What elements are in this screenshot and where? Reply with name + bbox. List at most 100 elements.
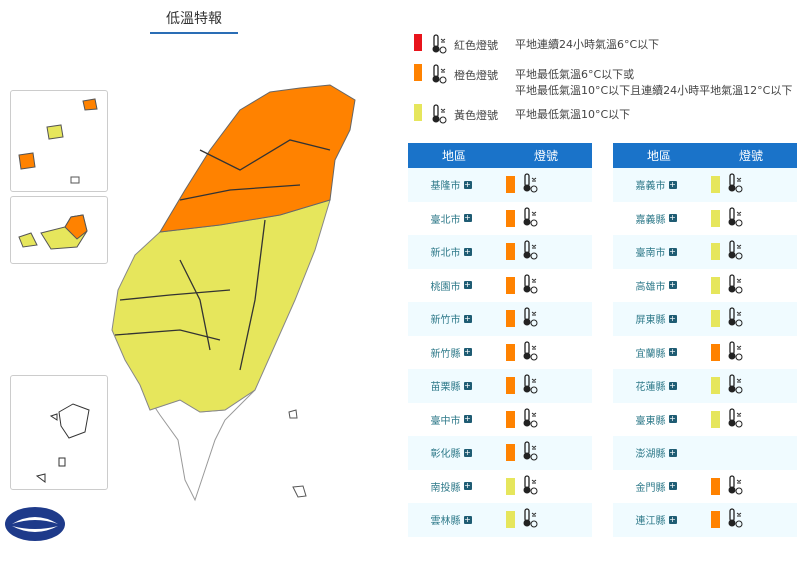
table-row: 嘉義市 + [613,168,797,202]
region-name[interactable]: 屏東縣 [635,315,666,327]
expand-plus-icon[interactable]: + [668,447,677,457]
cwa-logo [5,507,65,541]
table-row: 新竹縣 + [408,336,592,370]
expand-plus-icon[interactable]: + [463,380,472,390]
signal-bar-orange [711,343,720,361]
region-name[interactable]: 臺東縣 [635,415,666,427]
thermometer-icon [726,341,744,364]
table-row: 基隆市 + [408,168,592,202]
table-row: 金門縣 + [613,470,797,504]
expand-plus-icon[interactable]: + [668,380,677,390]
signal-bar-yellow [506,477,515,495]
signal-bar-orange [506,243,515,261]
thermometer-icon [521,307,539,330]
expand-plus-icon[interactable]: + [668,514,677,524]
map-orange-region[interactable] [159,84,356,233]
region-table-left: 地區 燈號 基隆市 + 臺北市 + 新北市 + 桃園市 + 新竹市 + 新竹縣 + 苗栗縣 + 臺中市 + 彰化縣 +… [408,143,592,537]
thermometer-icon [726,374,744,397]
region-name[interactable]: 臺南市 [635,248,666,260]
region-name[interactable]: 基隆市 [430,181,461,193]
legend-name: 紅色燈號 [454,39,498,52]
expand-plus-icon[interactable]: + [668,246,677,256]
expand-plus-icon[interactable]: + [668,213,677,223]
region-name[interactable]: 臺中市 [430,415,461,427]
signal-bar-orange [711,477,720,495]
legend-swatch [414,104,422,121]
region-name[interactable]: 彰化縣 [430,449,461,461]
region-name[interactable]: 苗栗縣 [430,382,461,394]
thermometer-icon [521,274,539,297]
region-name[interactable]: 新竹縣 [430,348,461,360]
region-name[interactable]: 高雄市 [635,281,666,293]
expand-plus-icon[interactable]: + [463,514,472,524]
region-name[interactable]: 新北市 [430,248,461,260]
region-name[interactable]: 金門縣 [635,482,666,494]
region-name[interactable]: 桃園市 [430,281,461,293]
expand-plus-icon[interactable]: + [463,213,472,223]
thermometer-icon [521,341,539,364]
table-header: 地區 燈號 [408,143,592,168]
thermometer-icon [521,441,539,464]
expand-plus-icon[interactable]: + [463,481,472,491]
thermometer-icon [430,64,448,87]
thermometer-icon [521,508,539,531]
signal-bar-yellow [711,209,720,227]
legend-desc: 平地最低氣溫6°C以下或 平地最低氣溫10°C以下且連續24小時平地氣溫12°C以… [515,67,792,99]
page-title: 低溫特報 [150,8,238,34]
map-yellow-region[interactable] [111,199,331,413]
thermometer-icon [726,240,744,263]
expand-plus-icon[interactable]: + [668,313,677,323]
expand-plus-icon[interactable]: + [463,447,472,457]
table-row: 臺南市 + [613,235,797,269]
signal-bar-orange [711,511,720,529]
signal-bar-orange [506,310,515,328]
thermometer-icon [430,104,448,127]
legend-swatch [414,64,422,81]
signal-bar-yellow [711,410,720,428]
legend-desc: 平地連續24小時氣溫6°C以下 [515,37,659,53]
table-row: 臺東縣 + [613,403,797,437]
expand-plus-icon[interactable]: + [463,313,472,323]
thermometer-icon [521,207,539,230]
signal-bar-yellow [711,377,720,395]
region-name[interactable]: 連江縣 [635,516,666,528]
table-row: 屏東縣 + [613,302,797,336]
region-name[interactable]: 臺北市 [430,214,461,226]
table-row: 高雄市 + [613,269,797,303]
expand-plus-icon[interactable]: + [668,179,677,189]
table-row: 新北市 + [408,235,592,269]
thermometer-icon [726,508,744,531]
region-name[interactable]: 嘉義縣 [635,214,666,226]
inset-kinmen [10,196,108,264]
thermometer-icon [726,475,744,498]
header-signal: 燈號 [533,149,558,163]
signal-bar-orange [506,444,515,462]
thermometer-icon [726,274,744,297]
region-name[interactable]: 澎湖縣 [635,449,666,461]
expand-plus-icon[interactable]: + [463,179,472,189]
thermometer-icon [521,475,539,498]
expand-plus-icon[interactable]: + [668,280,677,290]
expand-plus-icon[interactable]: + [668,481,677,491]
signal-bar-yellow [711,243,720,261]
signal-bar-orange [506,410,515,428]
table-row: 澎湖縣 + [613,436,797,470]
region-name[interactable]: 花蓮縣 [635,382,666,394]
expand-plus-icon[interactable]: + [463,414,472,424]
header-region: 地區 [646,149,671,163]
expand-plus-icon[interactable]: + [463,347,472,357]
expand-plus-icon[interactable]: + [463,280,472,290]
thermometer-icon [521,240,539,263]
region-name[interactable]: 新竹市 [430,315,461,327]
expand-plus-icon[interactable]: + [668,347,677,357]
region-name[interactable]: 嘉義市 [635,181,666,193]
expand-plus-icon[interactable]: + [668,414,677,424]
signal-bar-yellow [711,176,720,194]
region-name[interactable]: 宜蘭縣 [635,348,666,360]
legend-name: 橙色燈號 [454,69,498,82]
legend-desc-line: 平地最低氣溫6°C以下或 [515,68,635,81]
expand-plus-icon[interactable]: + [463,246,472,256]
table-row: 南投縣 + [408,470,592,504]
region-name[interactable]: 南投縣 [430,482,461,494]
region-name[interactable]: 雲林縣 [430,516,461,528]
